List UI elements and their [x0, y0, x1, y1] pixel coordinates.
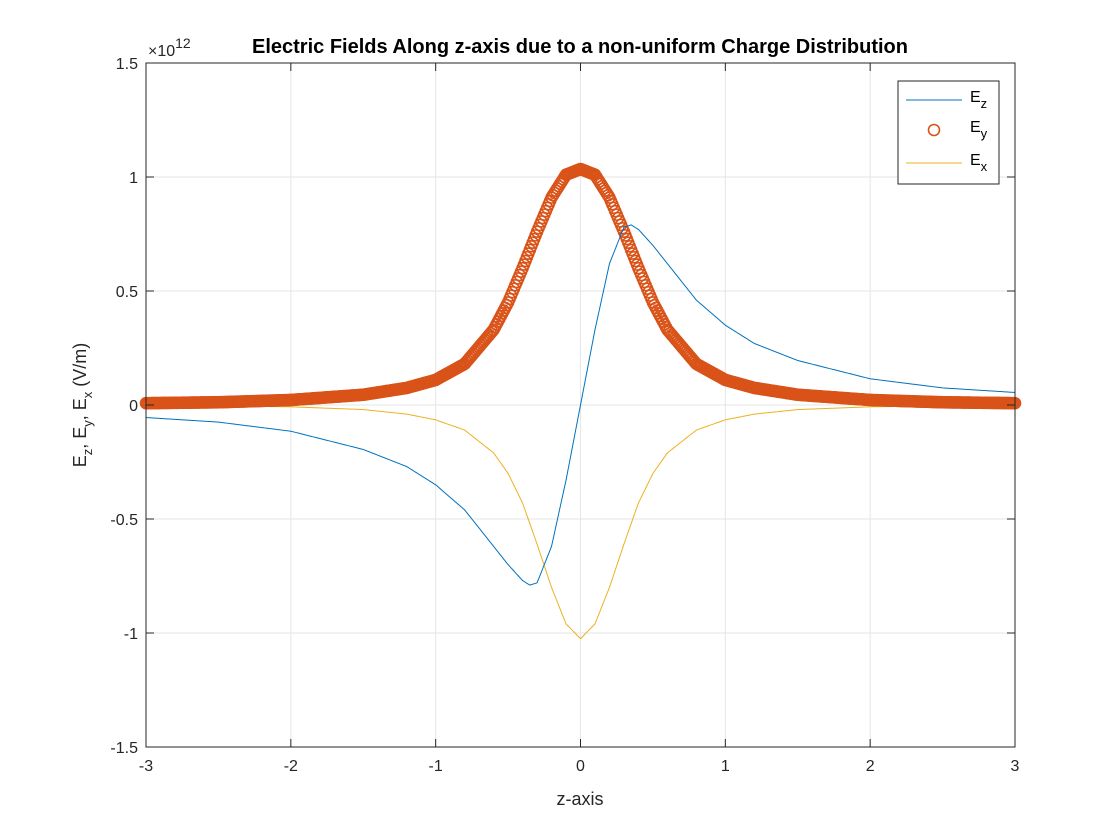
tick-labels: -3 -2 -1 0 1 2 3 -1.5 -1 -0.5 0 0.5 1 1.5 — [110, 56, 1019, 775]
legend-item-x: Ex — [906, 152, 988, 174]
legend-label: Ez — [970, 89, 987, 111]
legend-label-main: E — [970, 152, 981, 169]
x-tick-label: 3 — [1011, 758, 1020, 775]
y-exponent-power: 12 — [175, 35, 191, 51]
y-tick-label: 1.5 — [116, 56, 138, 73]
x-tick-label: -1 — [429, 758, 443, 775]
x-tick-label: -2 — [284, 758, 298, 775]
y-axis-label-subscript: x — [80, 391, 95, 398]
x-tick-label: 1 — [721, 758, 730, 775]
legend-item-z: Ez — [906, 89, 987, 111]
series-E-z — [145, 224, 1016, 586]
y-tick-label: 1 — [129, 170, 138, 187]
x-axis-label: z-axis — [556, 789, 603, 809]
y-axis-label-part: , E — [70, 398, 90, 420]
y-axis-label-part: E — [70, 455, 90, 467]
y-tick-label: 0 — [129, 398, 138, 415]
legend-label: Ex — [970, 152, 988, 174]
legend-box — [897, 80, 1000, 185]
y-tick-label: 0.5 — [116, 284, 138, 301]
legend-label-subscript: x — [981, 159, 988, 174]
chart-title: Electric Fields Along z-axis due to a no… — [252, 36, 908, 58]
x-tick-label: 2 — [866, 758, 875, 775]
y-axis-label-subscript: z — [80, 449, 95, 456]
y-tick-label: -1.5 — [110, 740, 138, 757]
legend-swatch-circle — [927, 123, 941, 137]
legend-label-subscript: z — [981, 96, 988, 111]
y-tick-label: -1 — [124, 626, 138, 643]
series-E-y — [139, 162, 1022, 410]
legend-label-main: E — [970, 119, 981, 136]
y-axis-label-part: , E — [70, 427, 90, 449]
x-tick-label: 0 — [576, 758, 585, 775]
series-E-x — [145, 404, 1016, 640]
legend-item-y: Ey — [927, 119, 988, 141]
series-line-x — [145, 404, 1016, 640]
ticks — [145, 62, 1016, 748]
y-exponent-base: ×10 — [148, 43, 175, 60]
y-axis-label-subscript: y — [80, 420, 95, 427]
series-layer — [139, 162, 1022, 640]
legend-label: Ey — [970, 119, 988, 141]
y-exponent: ×1012 — [148, 35, 191, 60]
y-tick-label: -0.5 — [110, 512, 138, 529]
x-tick-label: -3 — [139, 758, 153, 775]
legend-label-main: E — [970, 89, 981, 106]
legend-label-subscript: y — [981, 126, 988, 141]
y-axis-label: Ez, Ey, Ex (V/m) — [70, 343, 95, 468]
series-line-z — [145, 224, 1016, 586]
y-axis-label-part: (V/m) — [70, 343, 90, 392]
